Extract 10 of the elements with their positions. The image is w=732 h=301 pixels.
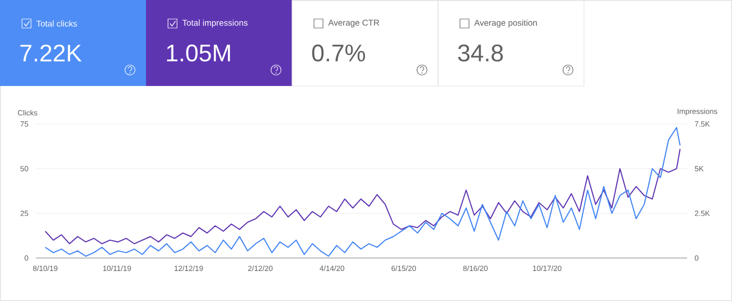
category-label: Average CTR bbox=[328, 20, 380, 28]
category-label: Total clicks bbox=[36, 20, 77, 27]
category-label: Average position bbox=[474, 20, 537, 28]
line-series bbox=[44, 127, 681, 257]
text: 7.22K bbox=[20, 44, 82, 62]
text: 0.7% bbox=[312, 44, 366, 62]
category-label: Total impressions bbox=[182, 20, 248, 28]
text: 34.8 bbox=[458, 44, 503, 62]
line-series bbox=[44, 148, 681, 244]
text: 1.05M bbox=[167, 44, 230, 62]
